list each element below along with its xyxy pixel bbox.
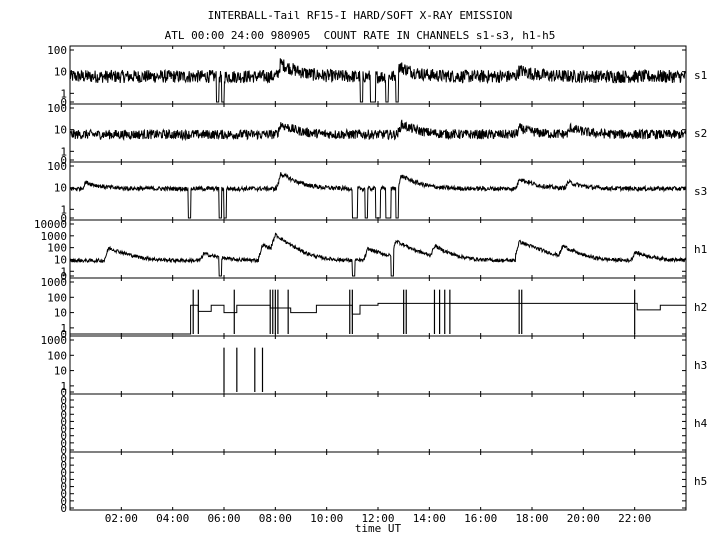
y-tick-label-h3: 10 [54, 365, 67, 378]
y-tick-label-s1: 100 [47, 44, 67, 57]
y-tick-label-h1: 100 [47, 242, 67, 255]
y-tick-label-s3: 10 [54, 182, 67, 195]
y-tick-label-s3: 0 [60, 212, 67, 225]
y-tick-label-s3: 1 [60, 203, 67, 216]
y-tick-label-h5: 0 [60, 459, 67, 472]
panel-frame-s3 [69, 161, 687, 221]
y-tick-label-s2: 10 [54, 124, 67, 137]
y-tick-label-h5: 0 [60, 502, 67, 515]
panel-label-h4: h4 [694, 417, 708, 430]
panel-frame-h5 [69, 451, 687, 511]
panel-frame-h3 [69, 335, 687, 395]
y-tick-label-s2: 0 [60, 154, 67, 167]
x-tick-label: 06:00 [207, 512, 240, 525]
y-tick-label-h5: 0 [60, 473, 67, 486]
x-tick-label: 12:00 [361, 512, 394, 525]
y-tick-label-s3: 100 [47, 160, 67, 173]
panel-label-h3: h3 [694, 359, 707, 372]
y-tick-label-h2: 10 [54, 307, 67, 320]
y-tick-label-h5: 0 [60, 452, 67, 465]
y-tick-label-h5: 0 [60, 488, 67, 501]
y-tick-label-s1: 0 [60, 96, 67, 109]
series-h2 [70, 302, 686, 335]
y-tick-label-h5: 0 [60, 481, 67, 494]
y-tick-label-s1: 1 [60, 87, 67, 100]
y-tick-label-h2: 0 [60, 328, 67, 341]
panel-label-s3: s3 [694, 185, 707, 198]
panel-label-h2: h2 [694, 301, 707, 314]
panel-label-s2: s2 [694, 127, 707, 140]
x-tick-label: 22:00 [618, 512, 651, 525]
chart-title: INTERBALL-Tail RF15-I HARD/SOFT X-RAY EM… [207, 9, 513, 22]
y-tick-label-h4: 0 [60, 401, 67, 414]
panel-frame-h2 [69, 277, 687, 337]
panel-label-s1: s1 [694, 69, 707, 82]
series-s2 [69, 119, 687, 142]
y-tick-label-h4: 0 [60, 430, 67, 443]
y-tick-label-h3: 100 [47, 349, 67, 362]
y-tick-label-h4: 0 [60, 415, 67, 428]
panel-label-h5: h5 [694, 475, 707, 488]
x-tick-label: 20:00 [567, 512, 600, 525]
y-tick-label-s2: 1 [60, 145, 67, 158]
series-s3 [69, 172, 687, 219]
y-tick-label-h1: 10 [54, 253, 67, 266]
y-tick-label-h1: 0 [60, 270, 67, 283]
y-tick-label-h3: 0 [60, 386, 67, 399]
y-tick-label-h4: 0 [60, 394, 67, 407]
series-s1 [69, 58, 687, 103]
panel-frame-h4 [69, 393, 687, 453]
y-tick-label-h1: 1000 [41, 230, 68, 243]
x-tick-label: 14:00 [413, 512, 446, 525]
y-tick-label-h4: 0 [60, 423, 67, 436]
y-tick-label-h3: 1 [60, 380, 67, 393]
x-tick-label: 04:00 [156, 512, 189, 525]
y-tick-label-h1: 10000 [34, 218, 67, 231]
panel-label-h1: h1 [694, 243, 707, 256]
x-axis-label: time UT [355, 522, 402, 535]
y-tick-label-h4: 0 [60, 444, 67, 457]
y-tick-label-h3: 1000 [41, 334, 68, 347]
chart-subtitle: ATL 00:00 24:00 980905 COUNT RATE IN CHA… [164, 29, 556, 42]
y-tick-label-h5: 0 [60, 466, 67, 479]
x-tick-label: 08:00 [259, 512, 292, 525]
x-tick-label: 02:00 [105, 512, 138, 525]
y-tick-label-h5: 0 [60, 495, 67, 508]
y-tick-label-h4: 0 [60, 437, 67, 450]
y-tick-label-s1: 10 [54, 66, 67, 79]
y-tick-label-h4: 0 [60, 408, 67, 421]
x-tick-label: 16:00 [464, 512, 497, 525]
y-tick-label-h1: 1 [60, 265, 67, 278]
y-tick-label-h2: 1 [60, 322, 67, 335]
y-tick-label-h2: 100 [47, 291, 67, 304]
y-tick-label-s2: 100 [47, 102, 67, 115]
x-tick-label: 10:00 [310, 512, 343, 525]
series-h1 [69, 232, 687, 277]
panel-frame-h1 [69, 219, 687, 279]
y-tick-label-h2: 1000 [41, 276, 68, 289]
x-tick-label: 18:00 [515, 512, 548, 525]
